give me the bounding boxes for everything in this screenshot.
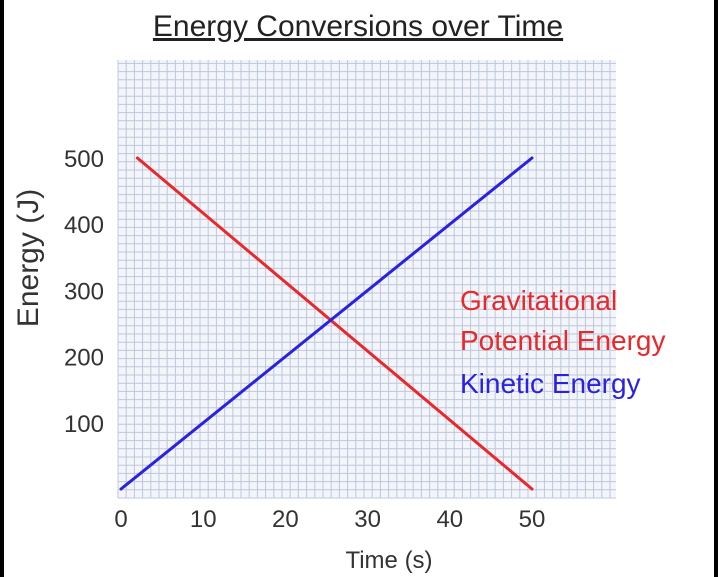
series-line-2	[119, 156, 534, 491]
y-tick-label: 400	[64, 212, 104, 239]
x-tick-label: 20	[272, 506, 299, 533]
x-tick-label: 10	[190, 506, 217, 533]
chart-title: Energy Conversions over Time	[153, 10, 563, 43]
legend: Gravitational Potential Energy Kinetic E…	[460, 285, 665, 399]
legend-line-3: Kinetic Energy	[460, 368, 641, 399]
x-tick-label: 30	[354, 506, 381, 533]
series-layer	[119, 156, 534, 491]
y-tick-label: 100	[64, 411, 104, 438]
y-axis-label: Energy (J)	[12, 189, 45, 327]
y-tick-label: 500	[64, 146, 104, 173]
legend-line-1: Gravitational	[460, 285, 617, 316]
x-tick-label: 0	[114, 506, 127, 533]
y-tick-label: 200	[64, 345, 104, 372]
series-line-1	[135, 156, 534, 491]
chart-canvas: 0 10 20 30 40 50 100 200 300 400 500 Energy Conver…	[4, 0, 714, 577]
x-tick-label: 40	[436, 506, 463, 533]
x-axis-label: Time (s)	[345, 547, 432, 574]
chart-svg: 0 10 20 30 40 50 100 200 300 400 500 Energy Conver…	[12, 10, 665, 574]
x-tick-label: 50	[519, 506, 546, 533]
legend-line-2: Potential Energy	[460, 325, 665, 356]
y-tick-label: 300	[64, 278, 104, 305]
tick-labels: 0 10 20 30 40 50 100 200 300 400 500	[64, 146, 545, 533]
